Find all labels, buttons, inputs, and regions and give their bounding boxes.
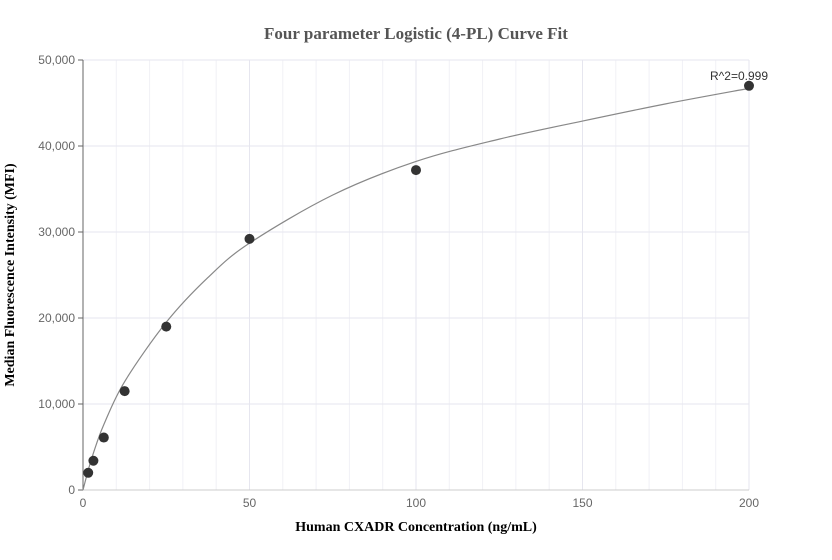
x-axis-title: Human CXADR Concentration (ng/mL) xyxy=(295,520,537,535)
data-point xyxy=(88,455,99,466)
data-point xyxy=(411,165,421,176)
data-point xyxy=(161,321,172,332)
x-tick-label: 150 xyxy=(572,496,592,510)
y-tick-label: 30,000 xyxy=(38,225,75,239)
y-tick-label: 20,000 xyxy=(38,311,75,325)
data-point xyxy=(119,386,130,397)
x-tick-label: 200 xyxy=(739,496,759,510)
data-point xyxy=(98,432,109,443)
y-tick-label: 10,000 xyxy=(38,397,75,411)
r-squared-annotation: R^2=0.999 xyxy=(710,69,768,83)
data-point xyxy=(244,233,255,244)
x-tick-label: 50 xyxy=(243,496,257,510)
data-point xyxy=(744,80,754,91)
x-tick-label: 100 xyxy=(406,496,426,510)
chart-title: Four parameter Logistic (4-PL) Curve Fit xyxy=(264,24,568,43)
y-tick-label: 50,000 xyxy=(38,53,75,67)
y-tick-label: 40,000 xyxy=(38,139,75,153)
y-tick-label: 0 xyxy=(68,483,75,497)
data-point xyxy=(83,467,94,478)
x-tick-label: 0 xyxy=(80,496,87,510)
y-axis-title: Median Fluorescence Intensity (MFI) xyxy=(3,163,18,387)
axes xyxy=(78,59,749,491)
tick-labels: 0 10,000 20,000 30,000 40,000 50,000 0 50 100 150… xyxy=(38,53,759,510)
grid-lines xyxy=(83,59,750,490)
data-points xyxy=(83,80,754,478)
